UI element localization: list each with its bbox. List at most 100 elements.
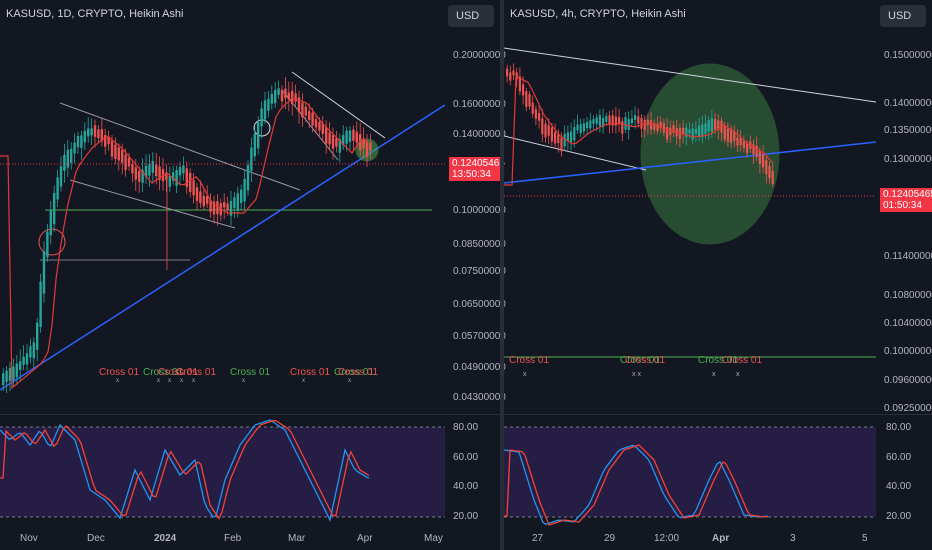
candle-body (138, 171, 141, 182)
candle-body (611, 115, 614, 126)
pane-separator[interactable] (0, 414, 500, 415)
chart-title: KASUSD, 4h, CRYPTO, Heikin Ashi (510, 8, 686, 20)
candle-body (90, 128, 93, 136)
candle-body (531, 102, 534, 114)
candle-body (127, 157, 131, 167)
candle-body (189, 172, 192, 192)
candle-body (739, 138, 742, 146)
candle-body (178, 167, 182, 176)
time-label: Nov (20, 533, 38, 544)
candle-body (117, 147, 120, 161)
candle-body (365, 141, 369, 157)
candle-body (755, 145, 758, 157)
chart-pane-4h[interactable]: KASUSD, 4h, CRYPTO, Heikin Ashi USD 0.15… (504, 0, 932, 550)
candle-body (325, 127, 328, 144)
candle-body (19, 361, 22, 370)
candle-body (110, 140, 114, 157)
candle-body (270, 93, 273, 104)
candle-body (726, 128, 729, 142)
candle-body (223, 202, 226, 208)
candle-body (216, 201, 219, 215)
candle-body (39, 281, 42, 327)
candle-body (195, 187, 199, 201)
candle-body (538, 113, 541, 121)
candle-body (614, 116, 617, 126)
candle-body (630, 118, 633, 124)
candle-body (87, 128, 90, 137)
candle-body (182, 165, 185, 174)
cross-marker: x (168, 378, 171, 384)
time-label: 5 (862, 533, 868, 544)
candle-body (257, 122, 260, 149)
candle-body (12, 366, 15, 381)
candle-body (274, 89, 277, 104)
stoch-d-line (504, 444, 769, 526)
chart-pane-daily[interactable]: x x x x x x x x KASUSD, 1D, CRYPTO, Heikin Ashi… (0, 0, 506, 550)
candle-body (76, 136, 80, 148)
candle-body (595, 117, 598, 124)
price-label: 0.05700000 (453, 331, 506, 342)
time-label: 2024 (154, 533, 177, 544)
candle-body (582, 123, 585, 132)
cross-marker: x (192, 378, 195, 384)
candle-body (621, 121, 624, 134)
candle-body (175, 170, 178, 186)
pane-separator[interactable] (504, 414, 932, 415)
candle-body (284, 88, 287, 99)
candle-body (338, 139, 341, 153)
candle-body (192, 180, 195, 196)
cross-label: Cross 01 (158, 367, 199, 378)
candle-body (335, 138, 338, 147)
candle-body (685, 127, 688, 138)
candle-body (579, 124, 582, 134)
candle-body (563, 133, 566, 147)
candle-body (355, 131, 358, 143)
trendline (504, 141, 877, 184)
candle-body (148, 164, 151, 176)
price-label: 0.10400000 (884, 318, 932, 329)
cross-marker: x (348, 378, 351, 384)
candle-body (742, 141, 745, 148)
candle-body (144, 165, 148, 177)
candle-body (70, 148, 73, 163)
candle-body (518, 76, 521, 92)
candle-body (63, 154, 66, 171)
price-label: 0.04900000 (453, 362, 506, 373)
candle-body (206, 196, 209, 204)
candle-body (624, 117, 627, 130)
candle-body (659, 121, 662, 128)
osc-level-label: 20.00 (453, 511, 479, 522)
currency-button[interactable]: USD (448, 5, 494, 27)
candle-body (80, 135, 83, 148)
candle-body (723, 125, 726, 140)
candle-body (746, 143, 749, 154)
candle-body (650, 120, 653, 130)
candle-body (646, 119, 649, 126)
cross-marker: x (242, 378, 245, 384)
candle-body (104, 134, 107, 147)
cross-label: Cross 01 (698, 355, 739, 366)
candle-body (36, 322, 39, 350)
4h-chart-canvas[interactable] (504, 0, 932, 550)
candle-body (768, 165, 771, 179)
pane-divider[interactable] (500, 0, 504, 550)
candle-body (260, 108, 263, 127)
time-label: Feb (224, 533, 242, 544)
candle-body (233, 197, 236, 209)
candle-body (66, 149, 69, 168)
cross-marker: x (712, 371, 716, 378)
currency-button[interactable]: USD (880, 5, 926, 27)
bar-countdown: 01:50:34 (883, 200, 922, 211)
candle-body (717, 120, 720, 131)
candle-body (209, 200, 212, 212)
candle-body (554, 132, 557, 144)
time-label: Dec (87, 533, 105, 544)
candle-body (297, 97, 301, 113)
candle-body (83, 130, 86, 143)
moving-average (0, 97, 369, 390)
candle-body (318, 121, 321, 131)
candle-body (46, 231, 49, 258)
candle-body (525, 91, 528, 107)
candle-body (314, 119, 318, 128)
